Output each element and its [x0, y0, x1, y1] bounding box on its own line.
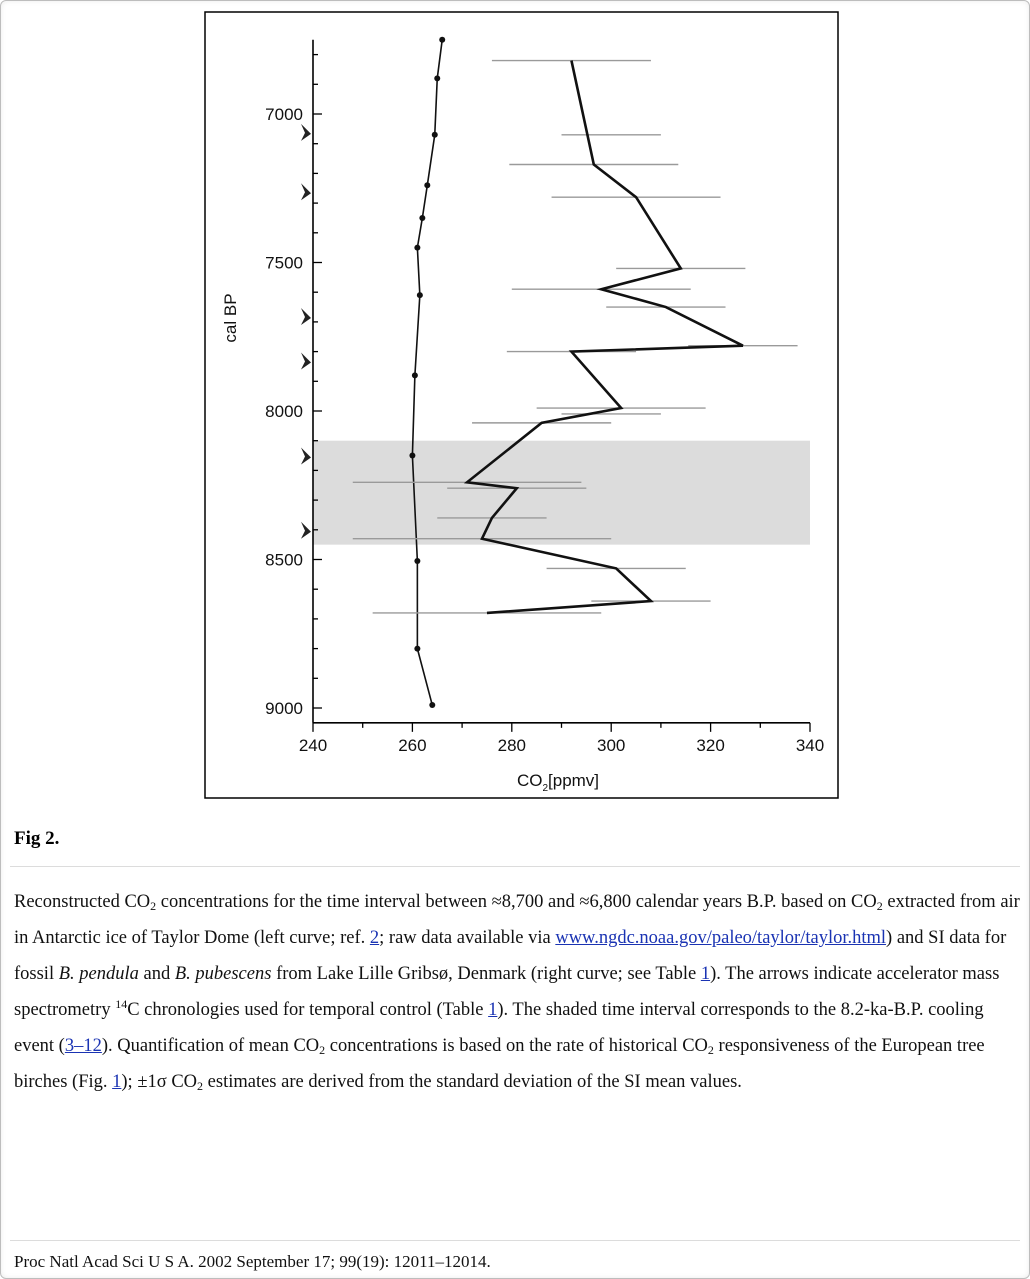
y-tick-label: 9000 — [265, 699, 303, 718]
series-point — [409, 452, 416, 459]
table-1-link[interactable]: 1 — [700, 964, 711, 984]
x-tick-label: 260 — [398, 736, 426, 755]
y-tick-label: 7500 — [265, 254, 303, 273]
ref-2-link[interactable]: 2 — [369, 928, 380, 948]
x-tick-label: 340 — [796, 736, 824, 755]
arrow-marker — [301, 352, 311, 370]
series-point — [414, 557, 421, 564]
ngdc-url-link[interactable]: www.ngdc.noaa.gov/paleo/taylor/taylor.ht… — [555, 928, 887, 948]
table-1-link-2[interactable]: 1 — [488, 1000, 498, 1020]
y-axis-label: cal BP — [221, 293, 240, 342]
series-line — [411, 39, 444, 706]
y-tick-label: 7000 — [265, 105, 303, 124]
arrow-marker — [301, 521, 311, 539]
divider — [10, 866, 1020, 867]
arrow-marker — [301, 307, 311, 325]
shaded-cooling-interval — [313, 440, 810, 545]
arrow-marker — [301, 123, 311, 141]
series-point — [414, 244, 421, 251]
series-point — [419, 214, 426, 221]
series-point — [431, 131, 438, 138]
series-point — [424, 182, 431, 189]
arrow-marker — [301, 447, 311, 465]
x-tick-label: 320 — [696, 736, 724, 755]
series-point — [439, 36, 446, 43]
x-tick-label: 280 — [498, 736, 526, 755]
ref-3-12-link[interactable]: 3–12 — [64, 1036, 102, 1056]
series-point — [416, 292, 423, 299]
co2-chart: 7000 7500 8000 8500 9000 240 260 280 300 320 340 c… — [204, 11, 839, 799]
series-point — [414, 645, 421, 652]
x-tick-label: 240 — [299, 736, 327, 755]
x-tick-label: 300 — [597, 736, 625, 755]
figure-label: Fig 2. — [14, 828, 60, 849]
series-line — [463, 60, 744, 615]
chart-frame — [204, 11, 839, 799]
divider — [10, 1240, 1020, 1241]
y-tick-label: 8500 — [265, 551, 303, 570]
arrow-marker — [301, 183, 311, 201]
citation: Proc Natl Acad Sci U S A. 2002 September… — [14, 1252, 491, 1271]
fig-1-link[interactable]: 1 — [112, 1072, 122, 1092]
series-point — [411, 372, 418, 379]
y-tick-label: 8000 — [265, 402, 303, 421]
x-axis-label: CO2[ppmv] — [517, 771, 599, 794]
series-point — [434, 75, 441, 82]
series-point — [429, 702, 436, 709]
figure-caption: Reconstructed CO2 concentrations for the… — [14, 892, 1020, 1093]
